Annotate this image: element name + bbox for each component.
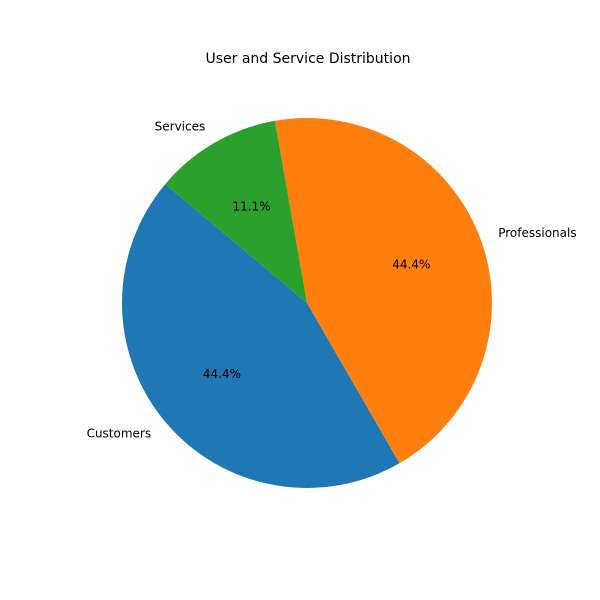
- slice-label-customers: Customers: [87, 426, 152, 440]
- pie-slice-professionals: [274, 118, 492, 464]
- slice-label-professionals: Professionals: [498, 226, 576, 240]
- percent-label-services: 11.1%: [232, 199, 270, 213]
- pie-slice-customers: [121, 184, 400, 488]
- pie-labels: Customers 44.4% Professionals 44.4% Services…: [87, 119, 577, 440]
- percent-label-professionals: 44.4%: [392, 258, 430, 272]
- slice-label-services: Services: [155, 119, 206, 133]
- pie-slices: [121, 118, 492, 488]
- percent-label-customers: 44.4%: [203, 367, 241, 381]
- pie-slice-services: [165, 120, 307, 303]
- chart-title: User and Service Distribution: [205, 51, 410, 67]
